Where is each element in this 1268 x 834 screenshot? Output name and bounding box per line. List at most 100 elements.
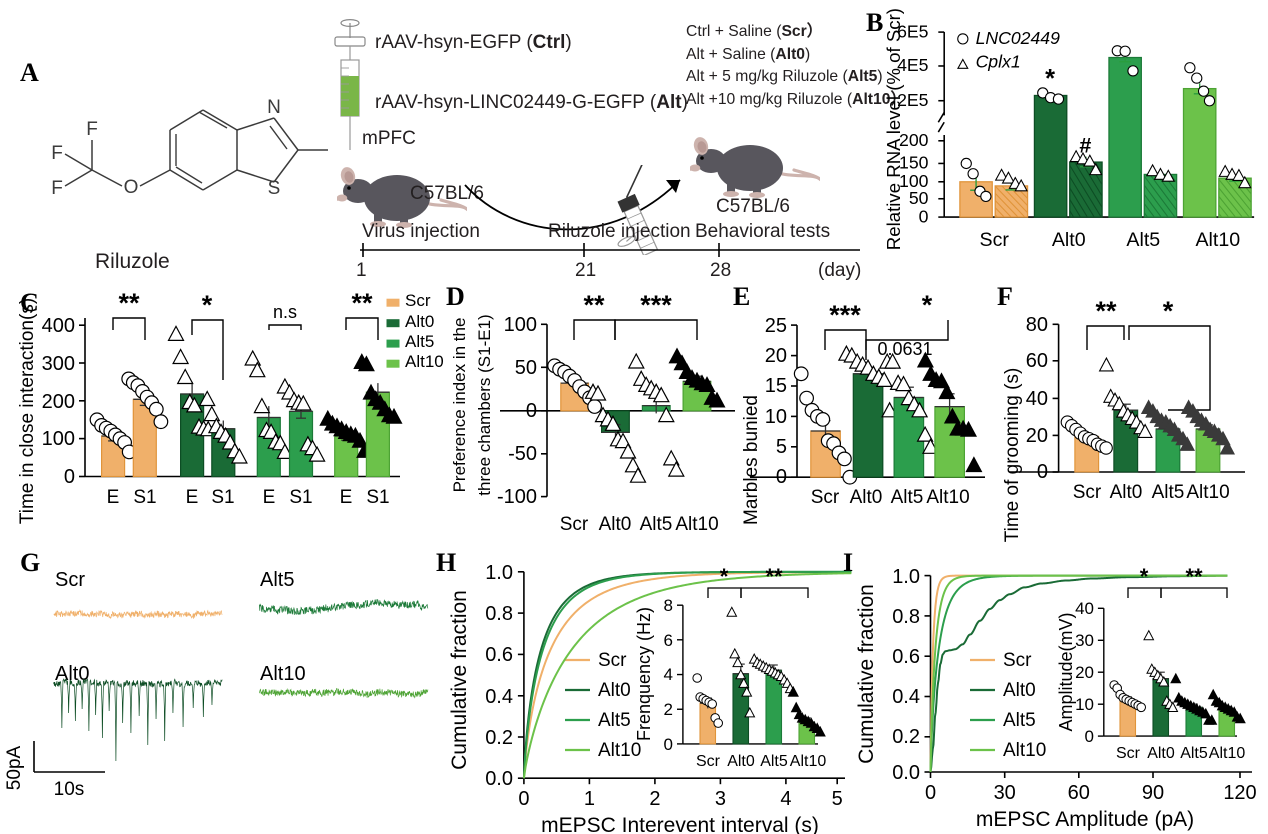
svg-text:**: **	[351, 288, 373, 318]
svg-text:S: S	[268, 178, 281, 199]
svg-text:60: 60	[1026, 350, 1048, 372]
svg-text:Alt10: Alt10	[926, 487, 969, 508]
svg-text:2: 2	[649, 788, 660, 810]
svg-text:0.6: 0.6	[892, 646, 920, 668]
svg-text:Marbles bunied: Marbles bunied	[741, 395, 762, 525]
svg-text:120: 120	[1223, 782, 1256, 804]
svg-text:10: 10	[1075, 695, 1094, 714]
svg-text:100: 100	[42, 428, 75, 450]
svg-text:Alt0: Alt0	[850, 487, 883, 508]
svg-text:Alt10: Alt10	[1209, 745, 1246, 762]
svg-text:Alt10: Alt10	[675, 514, 718, 535]
svg-text:0.2: 0.2	[892, 726, 920, 748]
svg-text:-100: -100	[497, 486, 537, 508]
svg-text:25: 25	[765, 315, 787, 337]
svg-text:*: *	[922, 290, 933, 320]
svg-text:Cumulative fraction: Cumulative fraction	[448, 590, 471, 770]
svg-text:Alt10: Alt10	[1195, 229, 1240, 251]
svg-text:90: 90	[1142, 782, 1164, 804]
svg-text:0.4: 0.4	[892, 686, 920, 708]
svg-text:40: 40	[1026, 388, 1048, 410]
svg-text:60: 60	[1068, 782, 1090, 804]
svg-text:Alt0: Alt0	[405, 312, 434, 331]
svg-text:Scr: Scr	[598, 650, 627, 671]
svg-text:Scr: Scr	[811, 487, 840, 508]
svg-text:6: 6	[664, 631, 673, 650]
svg-text:30: 30	[994, 782, 1016, 804]
svg-text:Alt0: Alt0	[727, 753, 755, 770]
svg-text:50pA: 50pA	[4, 745, 25, 790]
svg-text:0: 0	[776, 466, 787, 488]
svg-text:N: N	[267, 97, 281, 118]
svg-text:3: 3	[715, 788, 726, 810]
svg-text:10: 10	[765, 406, 787, 428]
svg-text:5: 5	[776, 436, 787, 458]
svg-text:0: 0	[1037, 461, 1048, 483]
svg-text:S1: S1	[211, 487, 234, 508]
svg-text:Alt0: Alt0	[1147, 745, 1175, 762]
svg-text:20: 20	[1026, 425, 1048, 447]
svg-text:40: 40	[1075, 599, 1094, 618]
svg-text:0: 0	[1085, 727, 1094, 746]
svg-text:10s: 10s	[54, 779, 85, 800]
svg-text:100: 100	[504, 314, 537, 336]
svg-text:Frenquency (Hz): Frenquency (Hz)	[634, 607, 654, 741]
svg-text:20: 20	[1075, 663, 1094, 682]
svg-text:15: 15	[765, 375, 787, 397]
svg-text:Alt10: Alt10	[1003, 740, 1046, 761]
svg-text:E: E	[107, 487, 120, 508]
svg-text:Alt5: Alt5	[1003, 710, 1036, 731]
svg-text:80: 80	[1026, 314, 1048, 336]
svg-text:Alt10: Alt10	[260, 663, 306, 685]
svg-text:Scr: Scr	[1003, 650, 1032, 671]
svg-text:20: 20	[765, 345, 787, 367]
svg-text:O: O	[124, 177, 139, 198]
svg-text:*: *	[720, 564, 729, 589]
svg-text:0: 0	[526, 400, 537, 422]
svg-text:LNC02449: LNC02449	[976, 28, 1061, 48]
svg-text:5: 5	[832, 788, 843, 810]
svg-text:1.0: 1.0	[892, 566, 920, 588]
svg-text:Alt5: Alt5	[891, 487, 924, 508]
svg-text:Scr: Scr	[55, 569, 85, 591]
svg-text:4: 4	[780, 788, 791, 810]
svg-text:Scr: Scr	[696, 753, 721, 770]
svg-text:Alt5: Alt5	[760, 753, 788, 770]
svg-text:Alt10: Alt10	[405, 352, 444, 371]
svg-text:Scr: Scr	[980, 229, 1010, 251]
svg-text:E: E	[340, 487, 353, 508]
svg-text:Amplitude(mV): Amplitude(mV)	[1056, 612, 1076, 731]
svg-text:0.6: 0.6	[485, 644, 513, 666]
svg-text:0.8: 0.8	[485, 603, 513, 625]
svg-text:Alt10: Alt10	[1186, 482, 1229, 503]
svg-text:Alt0: Alt0	[55, 663, 89, 685]
svg-text:Alt5: Alt5	[260, 569, 294, 591]
svg-text:0: 0	[64, 466, 75, 488]
svg-text:F: F	[51, 143, 63, 164]
svg-text:30: 30	[1075, 631, 1094, 650]
svg-text:F: F	[51, 178, 63, 199]
svg-text:1: 1	[584, 788, 595, 810]
svg-text:Scr: Scr	[1073, 482, 1102, 503]
svg-text:**: **	[1095, 296, 1117, 326]
svg-text:Preference index in the: Preference index in the	[450, 318, 469, 493]
svg-text:Alt5: Alt5	[1152, 482, 1185, 503]
svg-text:2: 2	[664, 700, 673, 719]
svg-text:Scr: Scr	[405, 291, 431, 310]
svg-text:-50: -50	[508, 443, 537, 465]
svg-text:Alt5: Alt5	[1180, 745, 1208, 762]
svg-text:0: 0	[664, 735, 673, 754]
svg-text:*: *	[1045, 65, 1055, 93]
svg-text:0.0: 0.0	[892, 762, 920, 784]
svg-text:1.0: 1.0	[485, 562, 513, 584]
svg-text:Alt0: Alt0	[599, 514, 632, 535]
svg-text:0.0: 0.0	[485, 768, 513, 790]
svg-text:*: *	[1163, 296, 1174, 326]
svg-text:0: 0	[919, 206, 929, 226]
svg-text:Alt5: Alt5	[598, 710, 631, 731]
svg-text:Alt5: Alt5	[1126, 229, 1160, 251]
svg-text:Alt5: Alt5	[640, 514, 673, 535]
svg-text:Alt5: Alt5	[405, 332, 434, 351]
svg-text:Alt0: Alt0	[1110, 482, 1143, 503]
svg-text:Cumulative fraction: Cumulative fraction	[855, 584, 878, 764]
